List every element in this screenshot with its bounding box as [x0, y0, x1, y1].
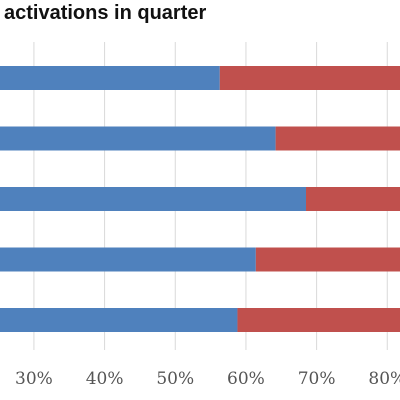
x-tick-label: 60% — [227, 369, 265, 389]
bar-segment-series-1-row-1 — [0, 66, 220, 90]
x-tick-label: 80% — [368, 369, 400, 389]
bar-segment-series-1-row-5 — [0, 308, 238, 332]
chart-title: activations in quarter — [4, 2, 206, 24]
bar-segment-series-1-row-2 — [0, 126, 276, 151]
x-tick-label: 50% — [156, 369, 194, 389]
bar-segment-series-2-row-3 — [306, 187, 400, 211]
bar-segment-series-2-row-4 — [255, 247, 400, 272]
bar-segment-series-2-row-2 — [275, 126, 400, 151]
bar-segment-series-2-row-5 — [237, 308, 400, 332]
bars — [0, 66, 400, 332]
x-tick-label: 70% — [298, 369, 336, 389]
x-axis-ticks: 30% 40% 50% 60% 70% 80% — [15, 369, 400, 389]
bar-segment-series-1-row-3 — [0, 187, 307, 211]
x-tick-label: 30% — [15, 369, 53, 389]
x-tick-label: 40% — [86, 369, 124, 389]
bar-segment-series-2-row-1 — [219, 66, 400, 90]
bar-segment-series-1-row-4 — [0, 247, 256, 272]
